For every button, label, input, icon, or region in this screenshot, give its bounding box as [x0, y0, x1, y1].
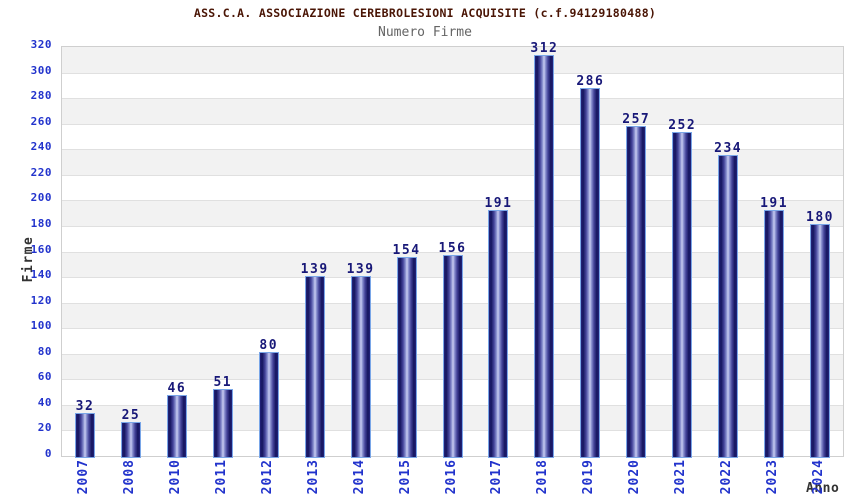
bar-value-label: 286 [576, 74, 605, 89]
chart-subtitle: Numero Firme [378, 25, 472, 40]
grid-band [62, 225, 843, 252]
y-tick-label: 100 [30, 319, 52, 333]
x-tick-label: 2022 [719, 459, 735, 495]
x-tick-label: 2011 [213, 459, 229, 495]
y-tick-label: 60 [37, 370, 52, 384]
grid-band [62, 98, 843, 124]
bar-value-label: 32 [75, 399, 95, 414]
grid-line [62, 149, 843, 151]
bar-value-label: 51 [213, 375, 233, 390]
grid-line [62, 225, 843, 227]
bar [488, 210, 509, 458]
grid-band [62, 47, 843, 73]
grid-band [62, 123, 843, 150]
x-tick-label: 2023 [765, 459, 781, 495]
x-tick-label: 2007 [75, 459, 91, 495]
grid-band [62, 200, 843, 226]
y-tick-label: 280 [30, 89, 52, 103]
bar [120, 422, 141, 458]
bar [626, 126, 647, 458]
bar-value-label: 25 [121, 408, 141, 423]
bar [166, 395, 187, 458]
bar [212, 389, 233, 458]
grid-line [62, 174, 843, 176]
x-tick-label: 2013 [305, 459, 321, 495]
bar [580, 88, 601, 458]
bar-value-label: 139 [300, 262, 329, 277]
bar [396, 257, 417, 458]
bar [74, 413, 95, 458]
bar-value-label: 180 [806, 210, 834, 225]
bar-value-label: 46 [167, 381, 187, 396]
bar [764, 210, 785, 458]
y-tick-label: 180 [30, 216, 52, 230]
x-tick-label: 2024 [811, 459, 827, 495]
y-tick-label: 120 [30, 293, 52, 307]
bar-value-label: 80 [259, 338, 279, 353]
grid-line [62, 72, 843, 74]
y-tick-label: 300 [30, 63, 52, 77]
grid-line [62, 98, 843, 100]
grid-line [62, 200, 843, 202]
grid-band [62, 72, 843, 99]
x-tick-label: 2019 [581, 459, 597, 495]
y-tick-label: 240 [30, 140, 52, 154]
y-tick-label: 40 [37, 395, 52, 409]
x-tick-label: 2017 [489, 459, 505, 495]
y-tick-label: 160 [30, 242, 52, 256]
bar-value-label: 139 [346, 262, 375, 277]
bar-value-label: 191 [484, 196, 513, 211]
bar [350, 276, 371, 458]
x-tick-label: 2014 [351, 459, 367, 495]
plot-area: 32 25 46 51 80 139 139 154 156 191 312 286 257 252 234… [61, 41, 844, 458]
x-tick-label: 2015 [397, 459, 413, 495]
x-tick-label: 2016 [443, 459, 459, 495]
y-tick-label: 200 [30, 191, 52, 205]
y-tick-label: 80 [37, 344, 52, 358]
grid-band [62, 149, 843, 175]
x-tick-label: 2010 [167, 459, 183, 495]
y-tick-label: 140 [30, 268, 52, 282]
x-tick-label: 2021 [673, 459, 689, 495]
y-tick-label: 320 [30, 38, 52, 51]
x-tick-label: 2012 [259, 459, 275, 495]
x-axis-title: Anno [806, 481, 840, 496]
bar [258, 352, 279, 458]
bar [672, 132, 693, 458]
bar [810, 224, 831, 458]
y-tick-label: 260 [30, 114, 52, 128]
bar-value-label: 154 [392, 243, 421, 258]
bar [718, 155, 739, 458]
grid-line [62, 251, 843, 253]
bar-value-label: 257 [622, 112, 651, 127]
bar-value-label: 252 [668, 118, 697, 133]
bar-value-label: 156 [438, 241, 467, 256]
y-tick-label: 220 [30, 165, 52, 179]
grid-band [62, 174, 843, 201]
y-tick-label: 0 [44, 447, 52, 460]
x-tick-label: 2018 [535, 459, 551, 495]
grid-line [62, 123, 843, 125]
x-tick-label: 2020 [627, 459, 643, 495]
bar [534, 55, 555, 458]
chart-title: ASS.C.A. ASSOCIAZIONE CEREBROLESIONI ACQ… [193, 6, 657, 20]
bar [442, 255, 463, 458]
bar-value-label: 191 [760, 196, 789, 211]
y-tick-label: 20 [37, 421, 52, 435]
bar-value-label: 234 [714, 141, 743, 156]
bar-value-label: 312 [530, 41, 559, 56]
bar [304, 276, 325, 458]
x-tick-label: 2008 [121, 459, 137, 495]
